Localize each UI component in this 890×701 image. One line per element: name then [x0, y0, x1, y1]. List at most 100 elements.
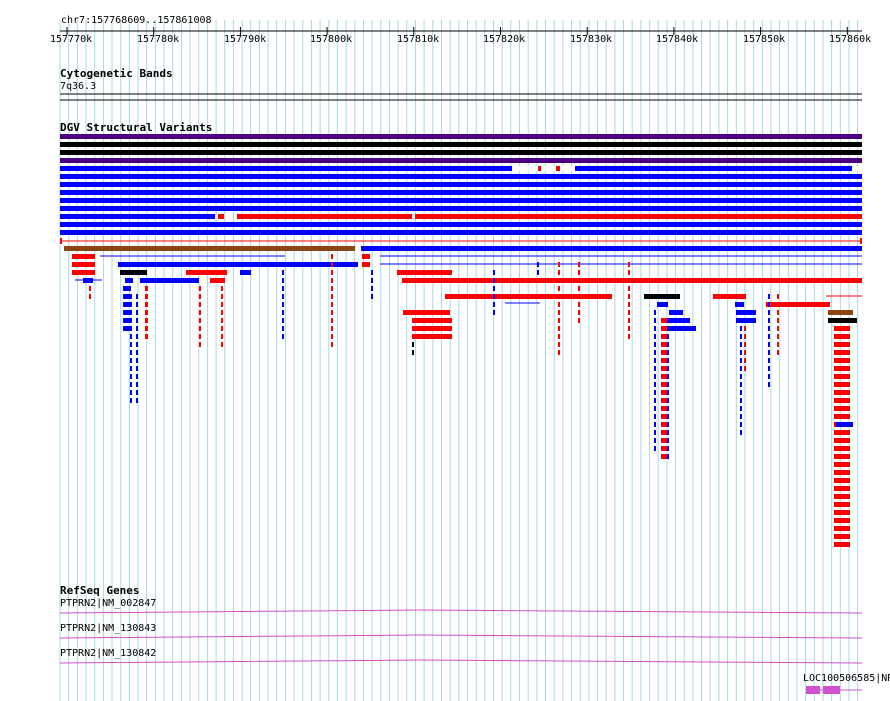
variant-bar [558, 318, 560, 323]
variant-bar [654, 310, 656, 315]
variant-bar [130, 366, 132, 371]
variant-bar [145, 286, 148, 291]
variant-bar [628, 286, 630, 291]
variant-bar [654, 382, 656, 387]
variant-bar [657, 302, 668, 307]
variant-bar [218, 214, 224, 219]
variant-bar [64, 246, 355, 251]
variant-bar [744, 326, 746, 331]
variant-bar [768, 382, 770, 387]
variant-bar [331, 318, 333, 323]
variant-bar [777, 334, 779, 339]
variant-bar [136, 398, 138, 403]
variant-bar [740, 382, 742, 387]
variant-bar [331, 294, 333, 299]
variant-bar [768, 374, 770, 379]
variant-bar [834, 542, 850, 547]
variant-bar [628, 294, 630, 299]
variant-bar [221, 326, 223, 331]
variant-bar [221, 286, 223, 291]
variant-bar [834, 486, 850, 491]
ruler-tick-label: 157770k [50, 34, 93, 45]
variant-bar [834, 350, 850, 355]
variant-bar [654, 422, 656, 427]
variant-bar [828, 310, 853, 315]
variant-bar [667, 326, 669, 331]
variant-bar [282, 294, 284, 299]
gene-label[interactable]: PTPRN2|NM_002847 [60, 598, 157, 609]
variant-bar [136, 310, 138, 315]
variant-bar [736, 310, 756, 315]
variant-bar [199, 334, 201, 339]
variant-bar [402, 278, 862, 283]
variant-bar [221, 334, 223, 339]
variant-bar [834, 534, 850, 539]
variant-bar [654, 398, 656, 403]
variant-bar [661, 374, 667, 379]
variant-bar [136, 366, 138, 371]
variant-bar [60, 190, 862, 195]
variant-bar [130, 390, 132, 395]
variant-bar [145, 318, 148, 323]
variant-bar [654, 430, 656, 435]
variant-bar [412, 350, 414, 355]
variant-bar [186, 270, 227, 275]
variant-bar [136, 350, 138, 355]
variant-bar [768, 342, 770, 347]
variant-bar [661, 358, 667, 363]
variant-bar [661, 334, 667, 339]
variant-bar [667, 382, 669, 387]
variant-bar [282, 334, 284, 339]
variant-bar [578, 262, 580, 267]
ruler[interactable] [0, 20, 890, 70]
variant-bar [661, 326, 667, 331]
variant-bar [768, 302, 770, 307]
variant-bar [331, 262, 333, 267]
variant-bar [834, 406, 850, 411]
variant-bar [145, 294, 148, 299]
variant-bar [60, 174, 862, 179]
variant-bar [556, 166, 560, 171]
variant-bar [713, 294, 746, 299]
variant-bar [661, 430, 667, 435]
variant-bar [834, 518, 850, 523]
variant-bar [558, 334, 560, 339]
variant-bar [130, 326, 132, 331]
variant-bar [361, 246, 862, 251]
variant-bar [661, 390, 667, 395]
variant-bar [331, 270, 333, 275]
gene-label[interactable]: PTPRN2|NM_130842 [60, 648, 157, 659]
variant-bar [834, 374, 850, 379]
variant-bar [282, 318, 284, 323]
variant-bar [628, 270, 630, 275]
variant-bar [669, 310, 683, 315]
variant-bar [768, 294, 770, 299]
variant-bar [661, 350, 667, 355]
cytoband-label: 7q36.3 [60, 81, 97, 92]
variant-bar [210, 278, 225, 283]
variant-bar [654, 366, 656, 371]
gene-model [59, 659, 863, 664]
variant-bar [397, 270, 452, 275]
variant-bar [628, 334, 630, 339]
variant-bar [60, 206, 862, 211]
ruler-tick-label: 157800k [310, 34, 353, 45]
variant-bar [282, 310, 284, 315]
variant-bar [331, 278, 333, 283]
variant-bar [445, 294, 612, 299]
variant-bar [768, 358, 770, 363]
variant-bar [740, 334, 742, 339]
variant-bar [578, 318, 580, 323]
variant-bar [834, 438, 850, 443]
gene-label[interactable]: LOC100506585|NR [803, 673, 890, 684]
variant-bar [123, 302, 131, 307]
gene-label[interactable]: PTPRN2|NM_130843 [60, 623, 157, 634]
cytoband-track-title: Cytogenetic Bands [60, 67, 173, 80]
variant-bar [118, 262, 358, 267]
variant-bar [777, 326, 779, 331]
variant-bar [199, 286, 201, 291]
variant-bar [578, 278, 580, 283]
variant-bar [834, 462, 850, 467]
variant-bar [130, 374, 132, 379]
